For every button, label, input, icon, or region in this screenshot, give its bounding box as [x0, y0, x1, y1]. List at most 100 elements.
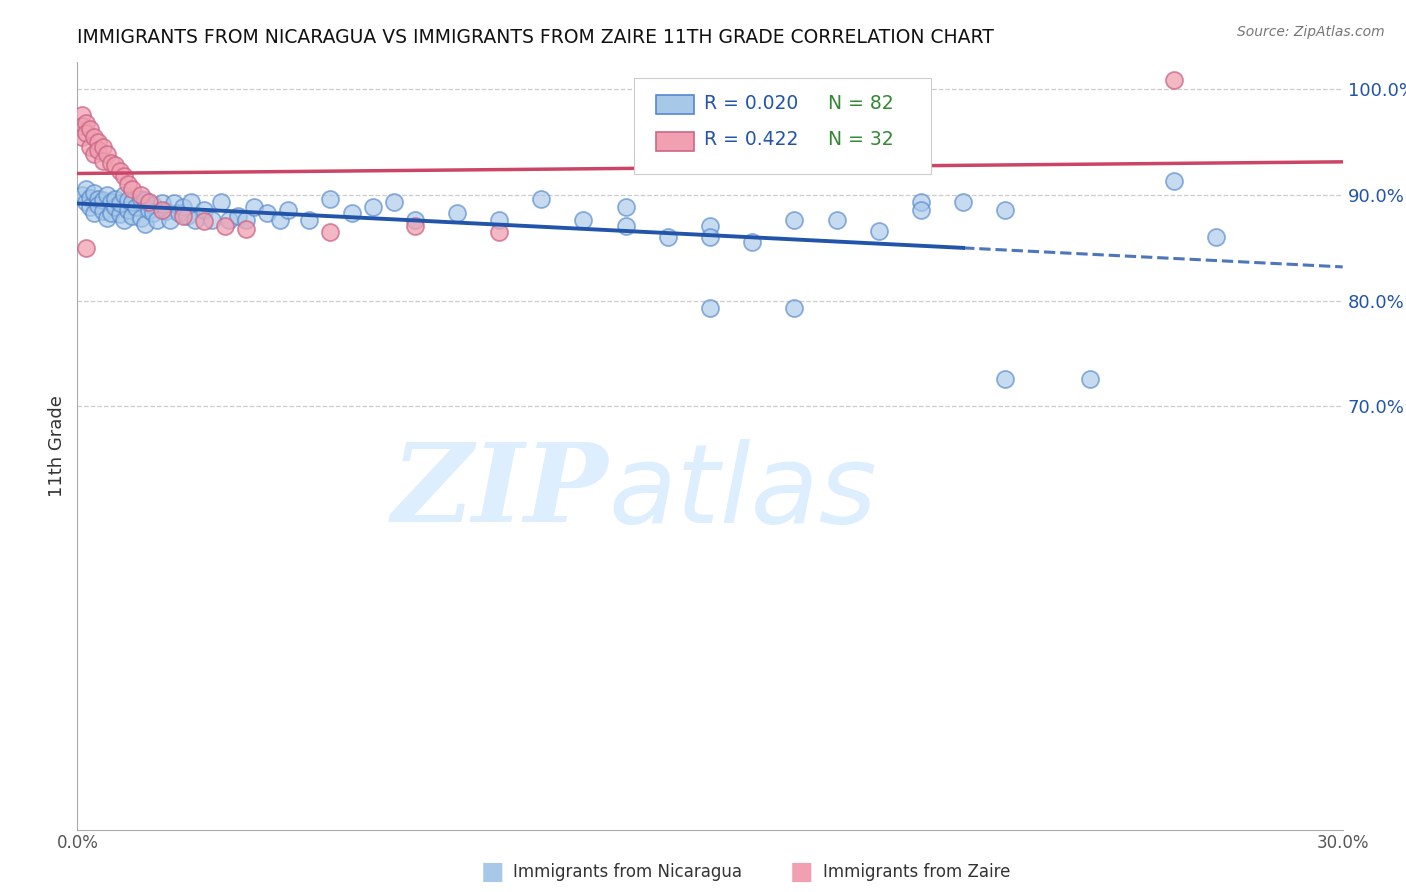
Point [70, 108, 93, 122]
Point [75, 126, 97, 140]
FancyBboxPatch shape [634, 78, 932, 174]
Text: N = 32: N = 32 [828, 130, 893, 150]
Point [783, 301, 806, 315]
Point [104, 201, 127, 215]
Point [1163, 174, 1185, 188]
Point [1205, 230, 1227, 244]
Point [121, 182, 143, 196]
Point [172, 209, 194, 223]
Point [994, 372, 1017, 386]
Point [243, 201, 266, 215]
Text: N = 82: N = 82 [828, 94, 893, 112]
Point [783, 213, 806, 227]
Point [910, 195, 932, 210]
Point [121, 195, 143, 210]
Text: ■: ■ [481, 861, 503, 884]
Point [79, 140, 101, 154]
Point [150, 196, 173, 211]
Point [910, 202, 932, 217]
Point [112, 169, 135, 183]
Point [404, 219, 426, 234]
Point [87, 198, 110, 212]
Point [1163, 73, 1185, 87]
Point [112, 187, 135, 202]
Point [142, 198, 165, 212]
Point [226, 209, 249, 223]
Point [614, 201, 637, 215]
Point [100, 156, 122, 170]
Point [96, 147, 118, 161]
Point [83, 129, 105, 144]
Point [146, 213, 169, 227]
Point [79, 122, 101, 136]
Point [83, 205, 105, 219]
Point [75, 182, 97, 196]
Point [100, 195, 122, 210]
Y-axis label: 11th Grade: 11th Grade [48, 395, 66, 497]
Point [129, 211, 152, 225]
Point [201, 213, 224, 227]
Point [138, 202, 160, 217]
Point [172, 201, 194, 215]
Point [91, 193, 114, 207]
Point [298, 213, 321, 227]
Point [87, 192, 110, 206]
Point [96, 211, 118, 225]
Point [79, 191, 101, 205]
Point [214, 219, 236, 234]
Point [70, 187, 93, 202]
Point [83, 186, 105, 200]
Point [70, 119, 93, 133]
Point [269, 213, 291, 227]
Point [340, 205, 363, 219]
Point [193, 202, 215, 217]
Bar [655, 95, 693, 114]
Point [75, 195, 97, 210]
Point [91, 203, 114, 218]
Point [108, 196, 131, 211]
Point [75, 116, 97, 130]
Point [184, 213, 207, 227]
Point [572, 213, 595, 227]
Point [193, 214, 215, 228]
Point [83, 147, 105, 161]
Point [530, 192, 553, 206]
Point [87, 143, 110, 157]
Text: R = 0.020: R = 0.020 [704, 94, 799, 112]
Point [404, 213, 426, 227]
Text: Immigrants from Zaire: Immigrants from Zaire [823, 863, 1010, 881]
Point [277, 202, 299, 217]
Point [108, 164, 131, 178]
Point [952, 195, 974, 210]
Text: ■: ■ [790, 861, 813, 884]
Point [256, 205, 278, 219]
Point [319, 225, 342, 239]
Text: atlas: atlas [609, 439, 877, 546]
Point [235, 213, 257, 227]
Point [79, 201, 101, 215]
Point [446, 205, 468, 219]
Point [167, 205, 190, 219]
Point [488, 225, 510, 239]
Point [699, 301, 721, 315]
Point [155, 203, 177, 218]
Point [180, 195, 202, 210]
Point [108, 207, 131, 221]
Point [104, 192, 127, 206]
Point [994, 202, 1017, 217]
Point [150, 202, 173, 217]
Point [319, 192, 342, 206]
Point [382, 195, 405, 210]
Point [142, 205, 165, 219]
Point [209, 195, 232, 210]
Point [117, 177, 139, 191]
Point [129, 192, 152, 206]
Point [87, 135, 110, 149]
Text: ZIP: ZIP [392, 438, 609, 546]
Point [121, 209, 143, 223]
Point [176, 209, 198, 223]
Point [361, 201, 384, 215]
Text: Source: ZipAtlas.com: Source: ZipAtlas.com [1237, 25, 1385, 39]
Point [134, 193, 156, 207]
Point [699, 219, 721, 234]
